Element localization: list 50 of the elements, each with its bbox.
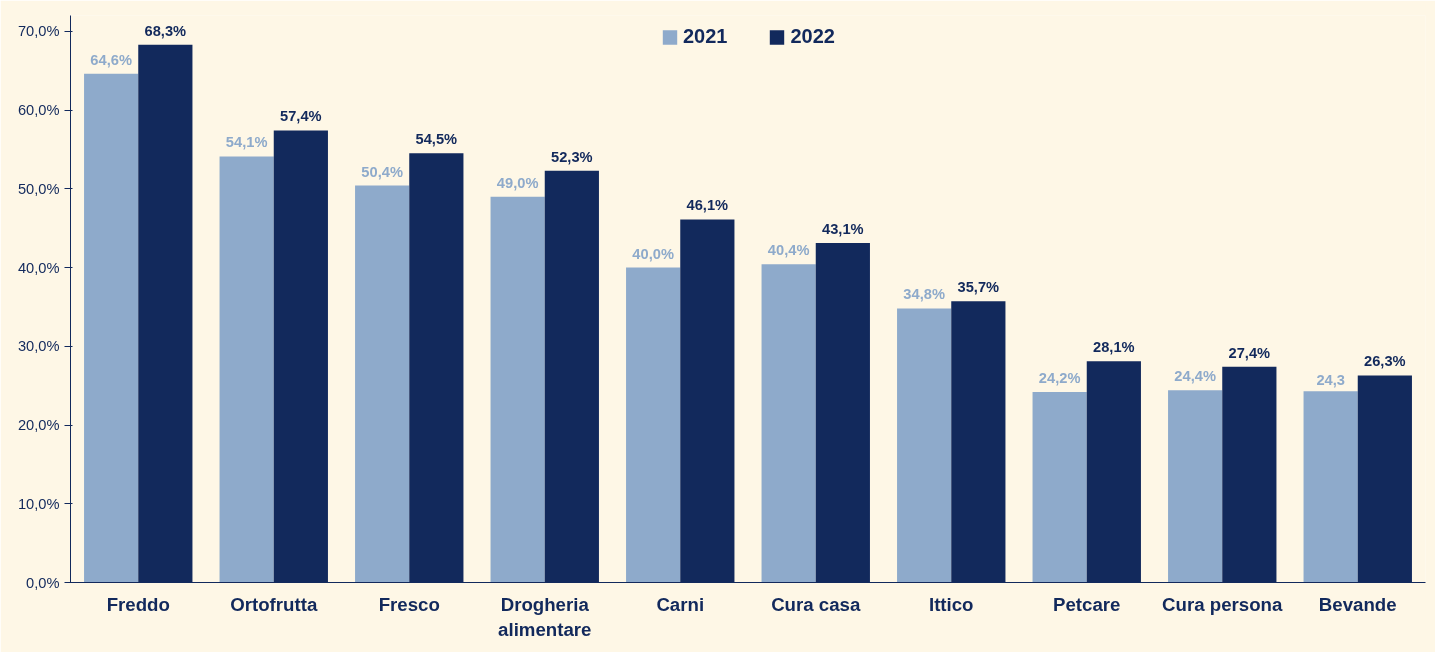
y-tick-label: 50,0% xyxy=(17,180,60,197)
legend-label: 2022 xyxy=(790,25,835,48)
x-tick-label: Petcare xyxy=(1053,593,1121,615)
bar xyxy=(84,73,139,583)
data-label: 52,3% xyxy=(551,148,593,165)
y-tick-label: 0,0% xyxy=(26,574,60,591)
data-label: 24,2% xyxy=(1038,369,1081,386)
y-tick-label: 10,0% xyxy=(17,495,60,512)
bar xyxy=(1168,390,1223,583)
y-tick-label: 40,0% xyxy=(17,259,60,276)
x-tick-label: Fresco xyxy=(378,593,440,615)
x-tick-label: Ortofrutta xyxy=(230,593,318,615)
data-label: 28,1% xyxy=(1093,339,1135,356)
bar xyxy=(761,264,816,583)
x-tick-label: Cura persona xyxy=(1162,593,1284,615)
bar xyxy=(355,185,410,583)
data-label: 46,1% xyxy=(686,197,729,214)
bar xyxy=(490,196,545,583)
data-label: 34,8% xyxy=(903,286,945,303)
data-label: 40,0% xyxy=(632,245,674,262)
y-tick-label: 60,0% xyxy=(17,102,60,118)
x-tick-label: Carni xyxy=(656,593,705,615)
bar xyxy=(1303,391,1358,583)
data-label: 43,1% xyxy=(822,221,864,238)
data-label: 49,0% xyxy=(496,174,539,191)
data-label: 27,4% xyxy=(1228,344,1271,361)
x-tick-label: Ittico xyxy=(928,593,974,615)
bar xyxy=(219,156,274,583)
data-label: 54,1% xyxy=(225,134,268,151)
data-label: 35,7% xyxy=(957,279,1000,296)
data-label: 57,4% xyxy=(280,108,322,125)
data-label: 68,3% xyxy=(144,22,187,39)
bar xyxy=(897,308,952,583)
x-tick-label: Bevande xyxy=(1318,593,1397,615)
y-tick-label: 70,0% xyxy=(17,23,60,40)
data-label: 26,3% xyxy=(1364,353,1406,370)
data-label: 50,4% xyxy=(361,163,403,180)
legend-label: 2021 xyxy=(683,25,728,48)
bar xyxy=(1032,391,1087,583)
bar xyxy=(626,267,681,583)
data-label: 64,6% xyxy=(90,51,132,68)
x-tick-label: Freddo xyxy=(106,593,170,615)
x-tick-label: Drogheria alimentare xyxy=(498,593,592,640)
y-tick-label: 30,0% xyxy=(17,338,60,355)
y-tick-label: 20,0% xyxy=(17,417,60,433)
data-label: 24,4% xyxy=(1174,368,1216,385)
x-tick-label: Cura casa xyxy=(771,593,861,615)
data-label: 40,4% xyxy=(767,242,810,259)
data-label: 54,5% xyxy=(415,131,458,148)
data-label: 24,3 xyxy=(1316,372,1345,389)
